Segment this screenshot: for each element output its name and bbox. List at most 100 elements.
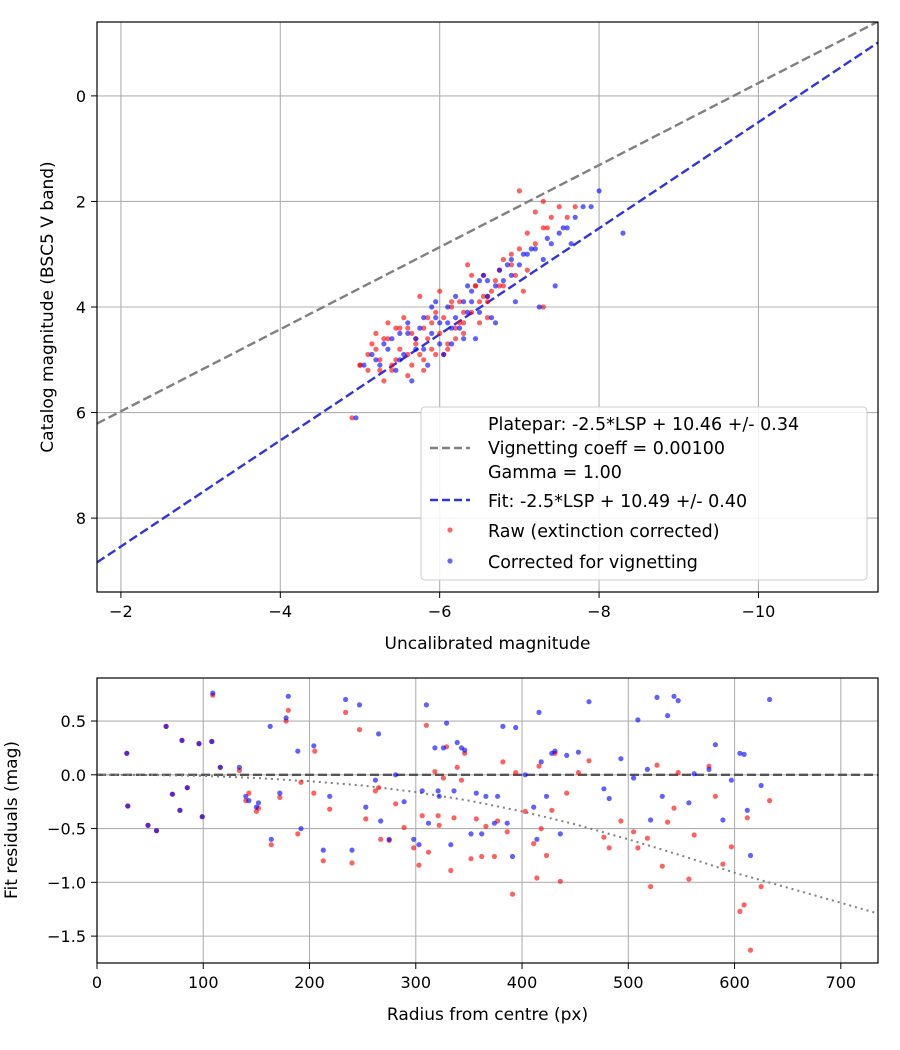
top-point-raw	[500, 256, 506, 263]
bottom-point-raw	[349, 860, 355, 866]
bottom-point-corrected	[401, 799, 407, 805]
bottom-point-corrected	[691, 771, 697, 777]
bottom-point-corrected	[758, 782, 764, 789]
bottom-point-corrected	[712, 742, 719, 748]
bottom-point-corrected	[462, 747, 468, 753]
bottom-point-corrected	[538, 759, 544, 765]
top-point-raw	[532, 241, 538, 247]
top-point-corrected	[405, 330, 411, 336]
top-point-raw	[421, 367, 427, 373]
bottom-point-corrected	[631, 775, 637, 781]
top-point-raw	[357, 362, 363, 368]
top-point-raw	[564, 214, 570, 220]
top-point-raw	[421, 325, 427, 331]
top-point-raw	[465, 262, 471, 268]
bottom-point-corrected	[534, 836, 540, 842]
bottom-x-tick-label: 400	[507, 973, 538, 992]
bottom-point-raw	[644, 835, 651, 841]
top-point-raw	[508, 251, 514, 257]
top-point-raw	[433, 309, 439, 315]
bottom-point-raw	[635, 845, 641, 851]
top-point-corrected	[484, 293, 491, 299]
top-point-raw	[457, 299, 463, 305]
bottom-x-tick-label: 300	[401, 973, 432, 992]
top-point-corrected	[421, 346, 427, 352]
bottom-point-corrected	[253, 804, 259, 810]
bottom-point-corrected	[436, 793, 442, 799]
bottom-axes-frame	[96, 677, 879, 964]
bottom-point-corrected	[440, 745, 446, 751]
bottom-point-corrected	[479, 831, 485, 837]
top-point-corrected	[532, 246, 538, 252]
top-point-corrected	[377, 362, 383, 368]
bottom-point-corrected	[451, 788, 457, 794]
bottom-point-corrected	[320, 847, 326, 853]
top-point-corrected	[405, 320, 411, 326]
bottom-point-raw	[606, 845, 612, 851]
bottom-point-raw	[378, 836, 384, 842]
top-point-corrected	[461, 299, 467, 305]
bottom-y-ticks: 0.5 0.0 −0.5 −1.0 −1.5	[47, 712, 97, 946]
bottom-chart: 0 100 200 300 400 500 600 700 0.5 0.0 −0.5 −1.0 −1.…	[2, 677, 879, 1025]
top-point-raw	[405, 373, 411, 379]
top-point-corrected	[449, 341, 455, 347]
bottom-point-corrected	[236, 764, 242, 770]
top-point-corrected	[472, 336, 479, 342]
top-point-corrected	[560, 225, 566, 231]
top-point-raw	[425, 336, 431, 342]
top-point-raw	[500, 283, 506, 289]
top-point-raw	[437, 330, 443, 336]
top-y-tick-label: 2	[76, 192, 86, 211]
bottom-point-corrected	[179, 737, 185, 744]
top-point-corrected	[441, 351, 447, 358]
top-point-corrected	[433, 299, 439, 305]
top-point-corrected	[437, 341, 443, 347]
bottom-point-raw	[479, 853, 485, 860]
top-point-raw	[429, 346, 435, 352]
top-x-axis-label: Uncalibrated magnitude	[385, 634, 591, 654]
bottom-point-raw	[356, 727, 363, 733]
top-point-corrected	[445, 304, 451, 310]
bottom-point-corrected	[671, 693, 677, 699]
bottom-point-corrected	[654, 694, 660, 701]
top-point-raw	[540, 304, 546, 310]
top-point-raw	[445, 341, 451, 347]
bottom-point-corrected	[169, 791, 175, 797]
top-point-raw	[433, 351, 439, 358]
legend: Platepar: -2.5*LSP + 10.46 +/- 0.34 Vign…	[420, 406, 868, 581]
bottom-point-corrected	[277, 790, 283, 796]
bottom-point-raw	[538, 826, 544, 832]
legend-entry-corrected: Corrected for vignetting	[488, 553, 698, 573]
bottom-point-corrected	[199, 814, 205, 820]
top-point-raw	[453, 336, 459, 342]
top-point-raw	[461, 330, 467, 336]
bottom-point-corrected	[513, 724, 519, 731]
bottom-point-raw	[436, 822, 442, 828]
top-point-corrected	[564, 225, 570, 231]
bottom-x-tick-label: 0	[92, 973, 102, 992]
bottom-point-corrected	[311, 743, 317, 749]
bottom-point-raw	[435, 813, 441, 819]
bottom-point-raw	[432, 769, 438, 775]
top-point-corrected	[469, 299, 475, 305]
bottom-point-corrected	[522, 772, 528, 778]
bottom-point-raw	[586, 758, 592, 764]
bottom-point-corrected	[416, 842, 422, 848]
bottom-point-raw	[343, 709, 349, 716]
bottom-point-corrected	[298, 826, 304, 832]
bottom-point-corrected	[267, 723, 273, 730]
top-point-corrected	[457, 325, 463, 331]
bottom-point-raw	[758, 884, 764, 890]
top-point-raw	[445, 346, 451, 352]
top-point-corrected	[361, 362, 367, 368]
bottom-point-raw	[720, 861, 726, 867]
top-point-corrected	[476, 309, 483, 315]
bottom-grid	[96, 678, 878, 963]
bottom-point-corrected	[283, 715, 289, 721]
bottom-point-raw	[473, 816, 479, 822]
top-point-corrected	[469, 288, 475, 294]
top-point-corrected	[453, 315, 459, 321]
top-y-tick-label: 6	[76, 404, 86, 423]
top-point-corrected	[373, 357, 379, 363]
